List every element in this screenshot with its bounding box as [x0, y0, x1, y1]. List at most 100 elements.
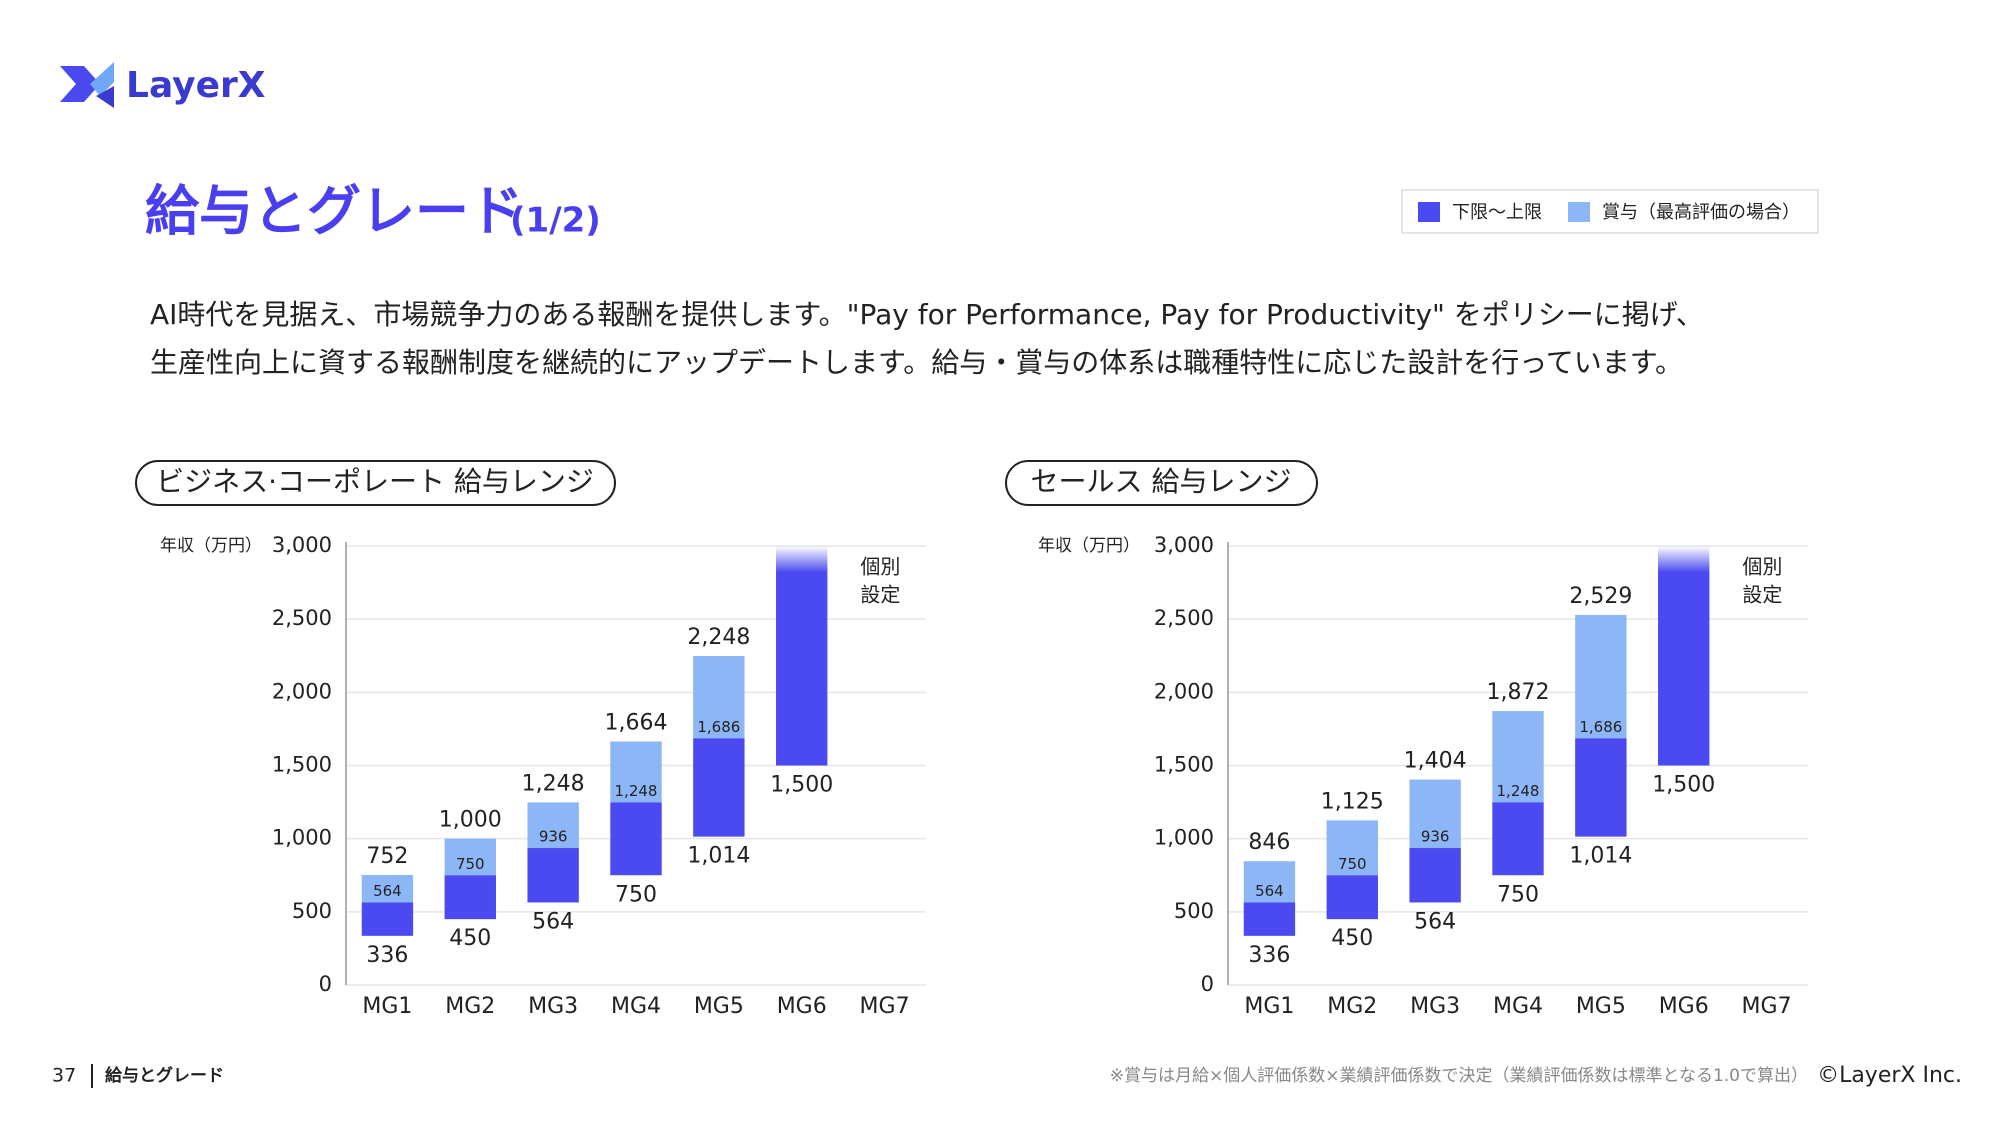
x-tick-label: MG3 — [528, 994, 578, 1019]
high-label: 750 — [1338, 855, 1367, 873]
y-axis-label: 年収（万円） — [1038, 536, 1140, 556]
x-tick-label: MG7 — [1742, 994, 1792, 1019]
copyright: ©LayerX Inc. — [1817, 1063, 1962, 1088]
low-label: 1,500 — [770, 773, 833, 798]
low-label: 1,500 — [1652, 773, 1715, 798]
x-tick-label: MG1 — [1244, 994, 1294, 1019]
bonus-label: 1,404 — [1404, 749, 1467, 774]
y-tick-label: 500 — [1174, 899, 1214, 923]
legend-label: 下限～上限 — [1452, 202, 1542, 223]
low-label: 336 — [1248, 943, 1290, 968]
page-number: 37 — [52, 1065, 76, 1087]
bonus-label: 2,529 — [1569, 584, 1632, 609]
logo-mark — [90, 62, 114, 96]
range-bar — [1492, 802, 1544, 876]
low-label: 336 — [366, 943, 408, 968]
low-label: 750 — [615, 882, 657, 907]
x-tick-label: MG1 — [362, 994, 412, 1019]
low-label: 564 — [532, 909, 574, 934]
annotation: 設定 — [860, 583, 900, 607]
range-bar-open — [776, 546, 828, 766]
high-label: 564 — [373, 882, 402, 900]
range-bar — [1409, 848, 1461, 903]
high-label: 1,686 — [697, 718, 740, 736]
bonus-bar — [610, 741, 662, 803]
low-label: 750 — [1497, 882, 1539, 907]
x-tick-label: MG7 — [860, 994, 910, 1019]
low-label: 1,014 — [687, 844, 750, 869]
bonus-label: 1,872 — [1487, 680, 1550, 705]
annotation: 設定 — [1742, 583, 1782, 607]
low-label: 564 — [1414, 909, 1456, 934]
x-tick-label: MG5 — [694, 994, 744, 1019]
range-bar — [527, 848, 579, 903]
x-tick-label: MG2 — [1327, 994, 1377, 1019]
chart-title: セールス 給与レンジ — [1031, 465, 1292, 498]
high-label: 1,248 — [615, 782, 658, 800]
logo: LayerX — [60, 62, 266, 108]
title-page: (1/2) — [510, 201, 601, 241]
x-tick-label: MG3 — [1410, 994, 1460, 1019]
y-tick-label: 1,500 — [1154, 753, 1214, 777]
bonus-label: 1,664 — [605, 711, 668, 736]
y-tick-label: 500 — [292, 899, 332, 923]
title: 給与とグレード — [145, 180, 523, 243]
high-label: 1,248 — [1497, 782, 1540, 800]
x-tick-label: MG4 — [611, 994, 661, 1019]
high-label: 564 — [1255, 882, 1284, 900]
body-text: AI時代を見据え、市場競争力のある報酬を提供します。"Pay for Perfo… — [150, 298, 1704, 331]
annotation: 個別 — [860, 555, 900, 579]
range-bar — [610, 802, 662, 876]
low-label: 1,014 — [1569, 844, 1632, 869]
y-tick-label: 0 — [319, 972, 332, 996]
bonus-label: 2,248 — [687, 625, 750, 650]
y-tick-label: 3,000 — [272, 533, 332, 557]
bonus-bar — [361, 874, 414, 903]
bonus-label: 1,248 — [522, 771, 585, 796]
y-tick-label: 2,000 — [272, 679, 332, 703]
high-label: 750 — [456, 855, 485, 873]
bonus-bar — [1409, 779, 1461, 849]
bonus-bar — [1575, 614, 1627, 739]
y-tick-label: 0 — [1201, 972, 1214, 996]
logo-mark — [60, 66, 100, 102]
range-bar — [1243, 902, 1296, 936]
range-bar — [361, 902, 414, 936]
x-tick-label: MG6 — [1659, 994, 1709, 1019]
y-tick-label: 2,500 — [1154, 606, 1214, 630]
bonus-label: 1,000 — [439, 808, 502, 833]
bonus-label: 1,125 — [1321, 789, 1384, 814]
y-tick-label: 1,500 — [272, 753, 332, 777]
y-tick-label: 3,000 — [1154, 533, 1214, 557]
chart-title-pill — [1005, 460, 1318, 506]
legend-label: 賞与（最高評価の場合） — [1602, 202, 1800, 223]
range-bar — [1575, 738, 1627, 837]
bonus-bar — [1326, 820, 1378, 876]
bonus-bar — [527, 802, 579, 849]
chart-title: ビジネス·コーポレート 給与レンジ — [156, 465, 594, 498]
bonus-label: 752 — [366, 844, 408, 869]
y-tick-label: 1,000 — [272, 826, 332, 850]
legend-swatch — [1418, 202, 1440, 222]
low-label: 450 — [449, 926, 491, 951]
bonus-bar — [1243, 861, 1296, 903]
logo-mark — [96, 86, 114, 108]
range-bar-open — [1658, 546, 1710, 766]
y-tick-label: 2,000 — [1154, 679, 1214, 703]
bonus-bar — [1492, 711, 1544, 803]
x-tick-label: MG6 — [777, 994, 827, 1019]
low-label: 450 — [1331, 926, 1373, 951]
high-label: 1,686 — [1579, 718, 1622, 736]
legend-box — [1401, 189, 1819, 234]
bonus-bar — [693, 656, 745, 739]
x-tick-label: MG5 — [1576, 994, 1626, 1019]
high-label: 936 — [539, 828, 568, 846]
legend-swatch — [1568, 202, 1590, 222]
y-tick-label: 1,000 — [1154, 826, 1214, 850]
bonus-label: 846 — [1248, 830, 1290, 855]
y-tick-label: 2,500 — [272, 606, 332, 630]
legend: 下限～上限 賞与（最高評価の場合） — [1401, 189, 1819, 234]
range-bar — [444, 875, 496, 920]
